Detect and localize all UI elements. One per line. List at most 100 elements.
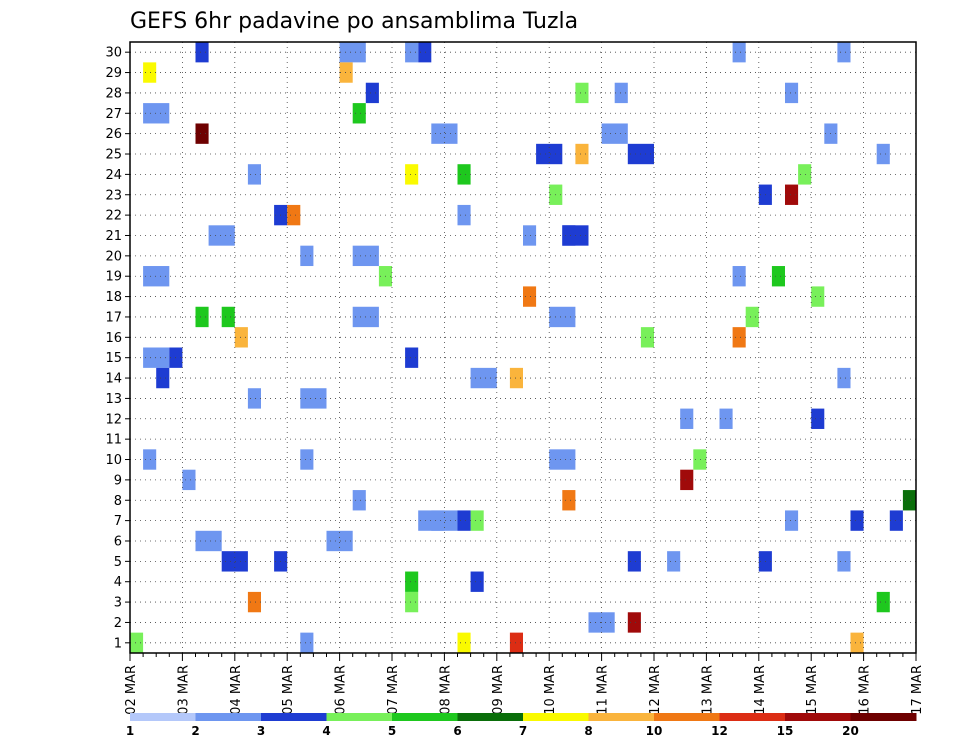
colorbar-segment — [195, 713, 262, 721]
heatmap-cell — [785, 510, 799, 531]
heatmap-cell — [339, 42, 366, 63]
heatmap-cell — [575, 82, 589, 104]
x-tick-label: 12 MAR — [648, 665, 663, 715]
heatmap-cell — [549, 449, 576, 470]
y-axis: 1234567891011121314151617181920212223242… — [105, 46, 130, 651]
heatmap-cell — [195, 42, 209, 63]
heatmap-cell — [601, 123, 628, 144]
colorbar-label: 3 — [257, 724, 265, 738]
y-tick-label: 20 — [105, 249, 122, 264]
heatmap-cell — [902, 490, 916, 511]
x-tick-label: 16 MAR — [858, 665, 873, 715]
colorbar-label: 12 — [711, 724, 728, 738]
colorbar-label: 1 — [126, 724, 134, 738]
heatmap-cell — [339, 62, 353, 83]
heatmap-cell — [745, 306, 759, 328]
y-tick-label: 26 — [105, 127, 122, 142]
colorbar-label: 4 — [322, 724, 330, 738]
heatmap-cell — [143, 347, 170, 368]
heatmap-cell — [680, 469, 694, 491]
colorbar-segment — [392, 713, 458, 721]
heatmap-cell — [143, 62, 157, 83]
heatmap-cell — [300, 388, 327, 409]
heatmap-cell — [837, 42, 851, 63]
heatmap-cell — [785, 82, 799, 104]
heatmap-cell — [143, 449, 157, 470]
heatmap-cell — [405, 571, 419, 592]
heatmap-cell — [457, 164, 471, 185]
colorbar-segment — [130, 713, 196, 721]
x-tick-label: 06 MAR — [334, 665, 349, 715]
heatmap-cell — [693, 449, 707, 470]
heatmap-cell — [850, 510, 864, 531]
heatmap-cell — [221, 306, 235, 328]
colorbar-segment — [457, 713, 524, 721]
x-tick-label: 09 MAR — [491, 665, 506, 715]
heatmap-cell — [549, 306, 576, 328]
y-tick-label: 27 — [105, 107, 122, 122]
heatmap-cell — [457, 510, 471, 531]
heatmap-cell — [195, 123, 209, 144]
heatmap-cell — [326, 530, 353, 552]
heatmap-cell — [247, 591, 261, 613]
heatmap-cell — [457, 632, 471, 653]
heatmap-cell — [850, 632, 864, 653]
x-tick-label: 03 MAR — [176, 665, 191, 715]
heatmap-cell — [195, 306, 209, 328]
y-tick-label: 11 — [105, 433, 122, 448]
x-tick-label: 14 MAR — [753, 665, 768, 715]
y-tick-label: 19 — [105, 270, 122, 285]
heatmap-cell — [509, 367, 523, 389]
heatmap-cell — [732, 327, 746, 348]
y-tick-label: 6 — [114, 534, 122, 549]
colorbar-segment — [523, 713, 589, 721]
heatmap-cell — [300, 245, 314, 267]
heatmap-cell — [431, 123, 458, 144]
colorbar-segment — [588, 713, 655, 721]
y-tick-label: 23 — [105, 188, 122, 203]
heatmap-cell — [143, 103, 170, 124]
x-tick-label: 11 MAR — [596, 665, 611, 715]
heatmap-cell — [418, 510, 445, 531]
y-tick-label: 25 — [105, 148, 122, 163]
y-tick-label: 7 — [114, 514, 122, 529]
colorbar-segment — [261, 713, 327, 721]
heatmap-cell — [221, 551, 248, 572]
heatmap-cells — [130, 42, 916, 653]
heatmap-cell — [143, 266, 170, 287]
colorbar-label: 15 — [777, 724, 794, 738]
heatmap-cell — [536, 143, 563, 165]
y-tick-label: 13 — [105, 392, 122, 407]
colorbar-label: 2 — [191, 724, 199, 738]
colorbar-label: 10 — [646, 724, 663, 738]
y-tick-label: 24 — [105, 168, 122, 183]
x-tick-label: 13 MAR — [700, 665, 715, 715]
heatmap-cell — [575, 143, 589, 165]
heatmap-cell — [457, 204, 471, 226]
heatmap-cell — [352, 103, 366, 124]
colorbar-label: 20 — [842, 724, 859, 738]
y-tick-label: 1 — [114, 636, 122, 651]
y-tick-label: 9 — [114, 473, 122, 488]
heatmap-cell — [785, 184, 799, 205]
heatmap-cell — [130, 632, 144, 653]
heatmap-cell — [562, 490, 576, 511]
x-tick-label: 07 MAR — [386, 665, 401, 715]
heatmap-cell — [405, 591, 419, 613]
y-tick-label: 30 — [105, 46, 122, 61]
heatmap-cell — [405, 347, 419, 368]
heatmap-cell — [234, 327, 248, 348]
heatmap-cell — [811, 286, 825, 307]
heatmap-cell — [732, 266, 746, 287]
y-tick-label: 8 — [114, 494, 122, 509]
heatmap-cell — [247, 164, 261, 185]
heatmap-cell — [614, 82, 628, 104]
heatmap-cell — [837, 367, 851, 389]
x-tick-label: 02 MAR — [124, 665, 139, 715]
heatmap-cell — [798, 164, 812, 185]
y-tick-label: 29 — [105, 66, 122, 81]
colorbar-segment — [326, 713, 393, 721]
x-axis: 02 MAR 03 MAR 04 MAR 05 MAR 06 MAR 07 MAR 08 M… — [124, 653, 925, 715]
heatmap-cell — [208, 225, 235, 246]
